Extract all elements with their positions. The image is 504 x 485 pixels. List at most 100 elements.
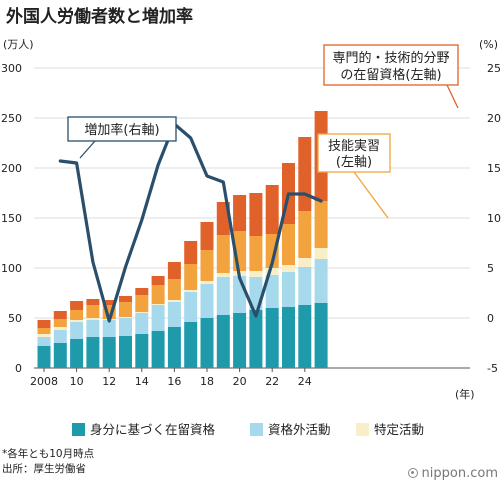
watermark-text: nippon.com — [421, 466, 498, 481]
bar-segment — [314, 248, 328, 259]
y-right-tick-label: 25 — [487, 62, 501, 75]
bar-segment — [151, 331, 165, 368]
y-left-tick-label: 100 — [1, 262, 22, 275]
bar-segment — [314, 259, 328, 303]
bar-segment — [298, 305, 312, 368]
x-axis-unit: (年) — [455, 387, 475, 401]
bar-segment — [151, 276, 165, 285]
bar-segment — [200, 318, 214, 368]
bar-segment — [200, 284, 214, 318]
bar-segment — [70, 322, 84, 339]
bar-segment — [135, 295, 149, 312]
y-left-tick-label: 50 — [8, 312, 22, 325]
bar-segment — [135, 312, 149, 313]
bar-segment — [70, 320, 84, 322]
x-tick-label: 14 — [135, 375, 149, 388]
bar-segment — [53, 330, 67, 343]
bar-segment — [119, 317, 132, 318]
bar-segment — [298, 211, 312, 258]
x-tick-label: 22 — [265, 375, 279, 388]
bar-segment — [233, 195, 247, 231]
bar-segment — [135, 334, 149, 368]
x-tick-label: 10 — [70, 375, 84, 388]
bar-segment — [167, 300, 181, 302]
bar-segment — [167, 327, 181, 368]
x-tick-label: 24 — [298, 375, 312, 388]
bar-segment — [184, 292, 198, 322]
bar-segment — [151, 285, 165, 304]
callout-pointer-technical-intern — [353, 171, 389, 219]
bar-segment — [184, 322, 198, 368]
x-tick-label: 2008 — [30, 375, 58, 388]
bar-segment — [119, 296, 132, 302]
x-tick-label: 18 — [200, 375, 214, 388]
y-right-tick-label: 10 — [487, 212, 501, 225]
bar-segment — [86, 337, 100, 368]
bar-segment — [135, 313, 149, 334]
bar-segment — [265, 308, 279, 368]
callout-pointer-professional — [446, 84, 459, 109]
y-right-tick-label: -5 — [487, 362, 498, 375]
bar-segment — [53, 327, 67, 330]
bar-segment — [151, 305, 165, 331]
footnote-timing: *各年とも10月時点 — [2, 448, 95, 460]
x-tick-label: 16 — [167, 375, 181, 388]
bar-segment — [314, 303, 328, 368]
bar-segment — [119, 302, 132, 317]
callout-growth-rate: 増加率(右軸) — [84, 122, 159, 138]
bar-segment — [184, 241, 198, 264]
legend-label: 身分に基づく在留資格 — [90, 422, 216, 437]
bar-segment — [53, 311, 67, 319]
bar-segment — [249, 271, 263, 277]
watermark: nippon.com — [407, 466, 498, 481]
bar-segment — [249, 236, 263, 271]
bar-segment — [102, 300, 116, 305]
callout-box-professional — [323, 44, 459, 86]
legend-label: 資格外活動 — [268, 422, 331, 437]
bar-segment — [200, 222, 214, 250]
bar-segment — [86, 305, 100, 318]
bar-segment — [86, 320, 100, 337]
callout-box-growth-rate — [67, 116, 177, 142]
y-left-tick-label: 0 — [15, 362, 22, 375]
y-left-tick-label: 250 — [1, 112, 22, 125]
bar-segment — [282, 265, 295, 272]
x-tick-label: 20 — [233, 375, 247, 388]
bar-segment — [200, 281, 214, 284]
y-right-tick-label: 20 — [487, 112, 501, 125]
bar-segment — [119, 318, 132, 336]
callout-technical-intern-line1: 技能実習 — [328, 138, 380, 154]
bar-segment — [135, 288, 149, 295]
bar-segment — [216, 235, 230, 273]
bar-segment — [70, 339, 84, 368]
y-left-tick-label: 150 — [1, 212, 22, 225]
bar-segment — [298, 258, 312, 267]
callout-professional-line1: 専門的・技術的分野 — [332, 50, 449, 66]
y-right-unit: (%) — [479, 38, 498, 51]
bar-segment — [37, 328, 51, 334]
bar-segment — [70, 310, 84, 320]
legend-label: 特定活動 — [374, 422, 424, 437]
bar-segment — [233, 313, 247, 368]
legend-swatch — [356, 423, 369, 436]
bar-segment — [200, 250, 214, 281]
bar-segment — [167, 262, 181, 279]
bar-segment — [70, 301, 84, 310]
bar-segment — [216, 277, 230, 315]
bar-segment — [249, 310, 263, 368]
callout-pointer-growth-rate — [79, 140, 96, 159]
bar-segment — [37, 320, 51, 328]
bar-segment — [184, 290, 198, 292]
bar-segment — [265, 275, 279, 308]
bar-segment — [102, 320, 116, 337]
bar-segment — [314, 201, 328, 248]
chart-title: 外国人労働者数と増加率 — [6, 7, 193, 27]
legend-swatch — [72, 423, 85, 436]
bar-segment — [265, 185, 279, 234]
bar-segment — [184, 264, 198, 290]
bar-segment — [282, 272, 295, 307]
bar-segment — [53, 343, 67, 368]
bar-segment — [298, 267, 312, 305]
callout-technical-intern-line2: (左軸) — [336, 155, 372, 170]
